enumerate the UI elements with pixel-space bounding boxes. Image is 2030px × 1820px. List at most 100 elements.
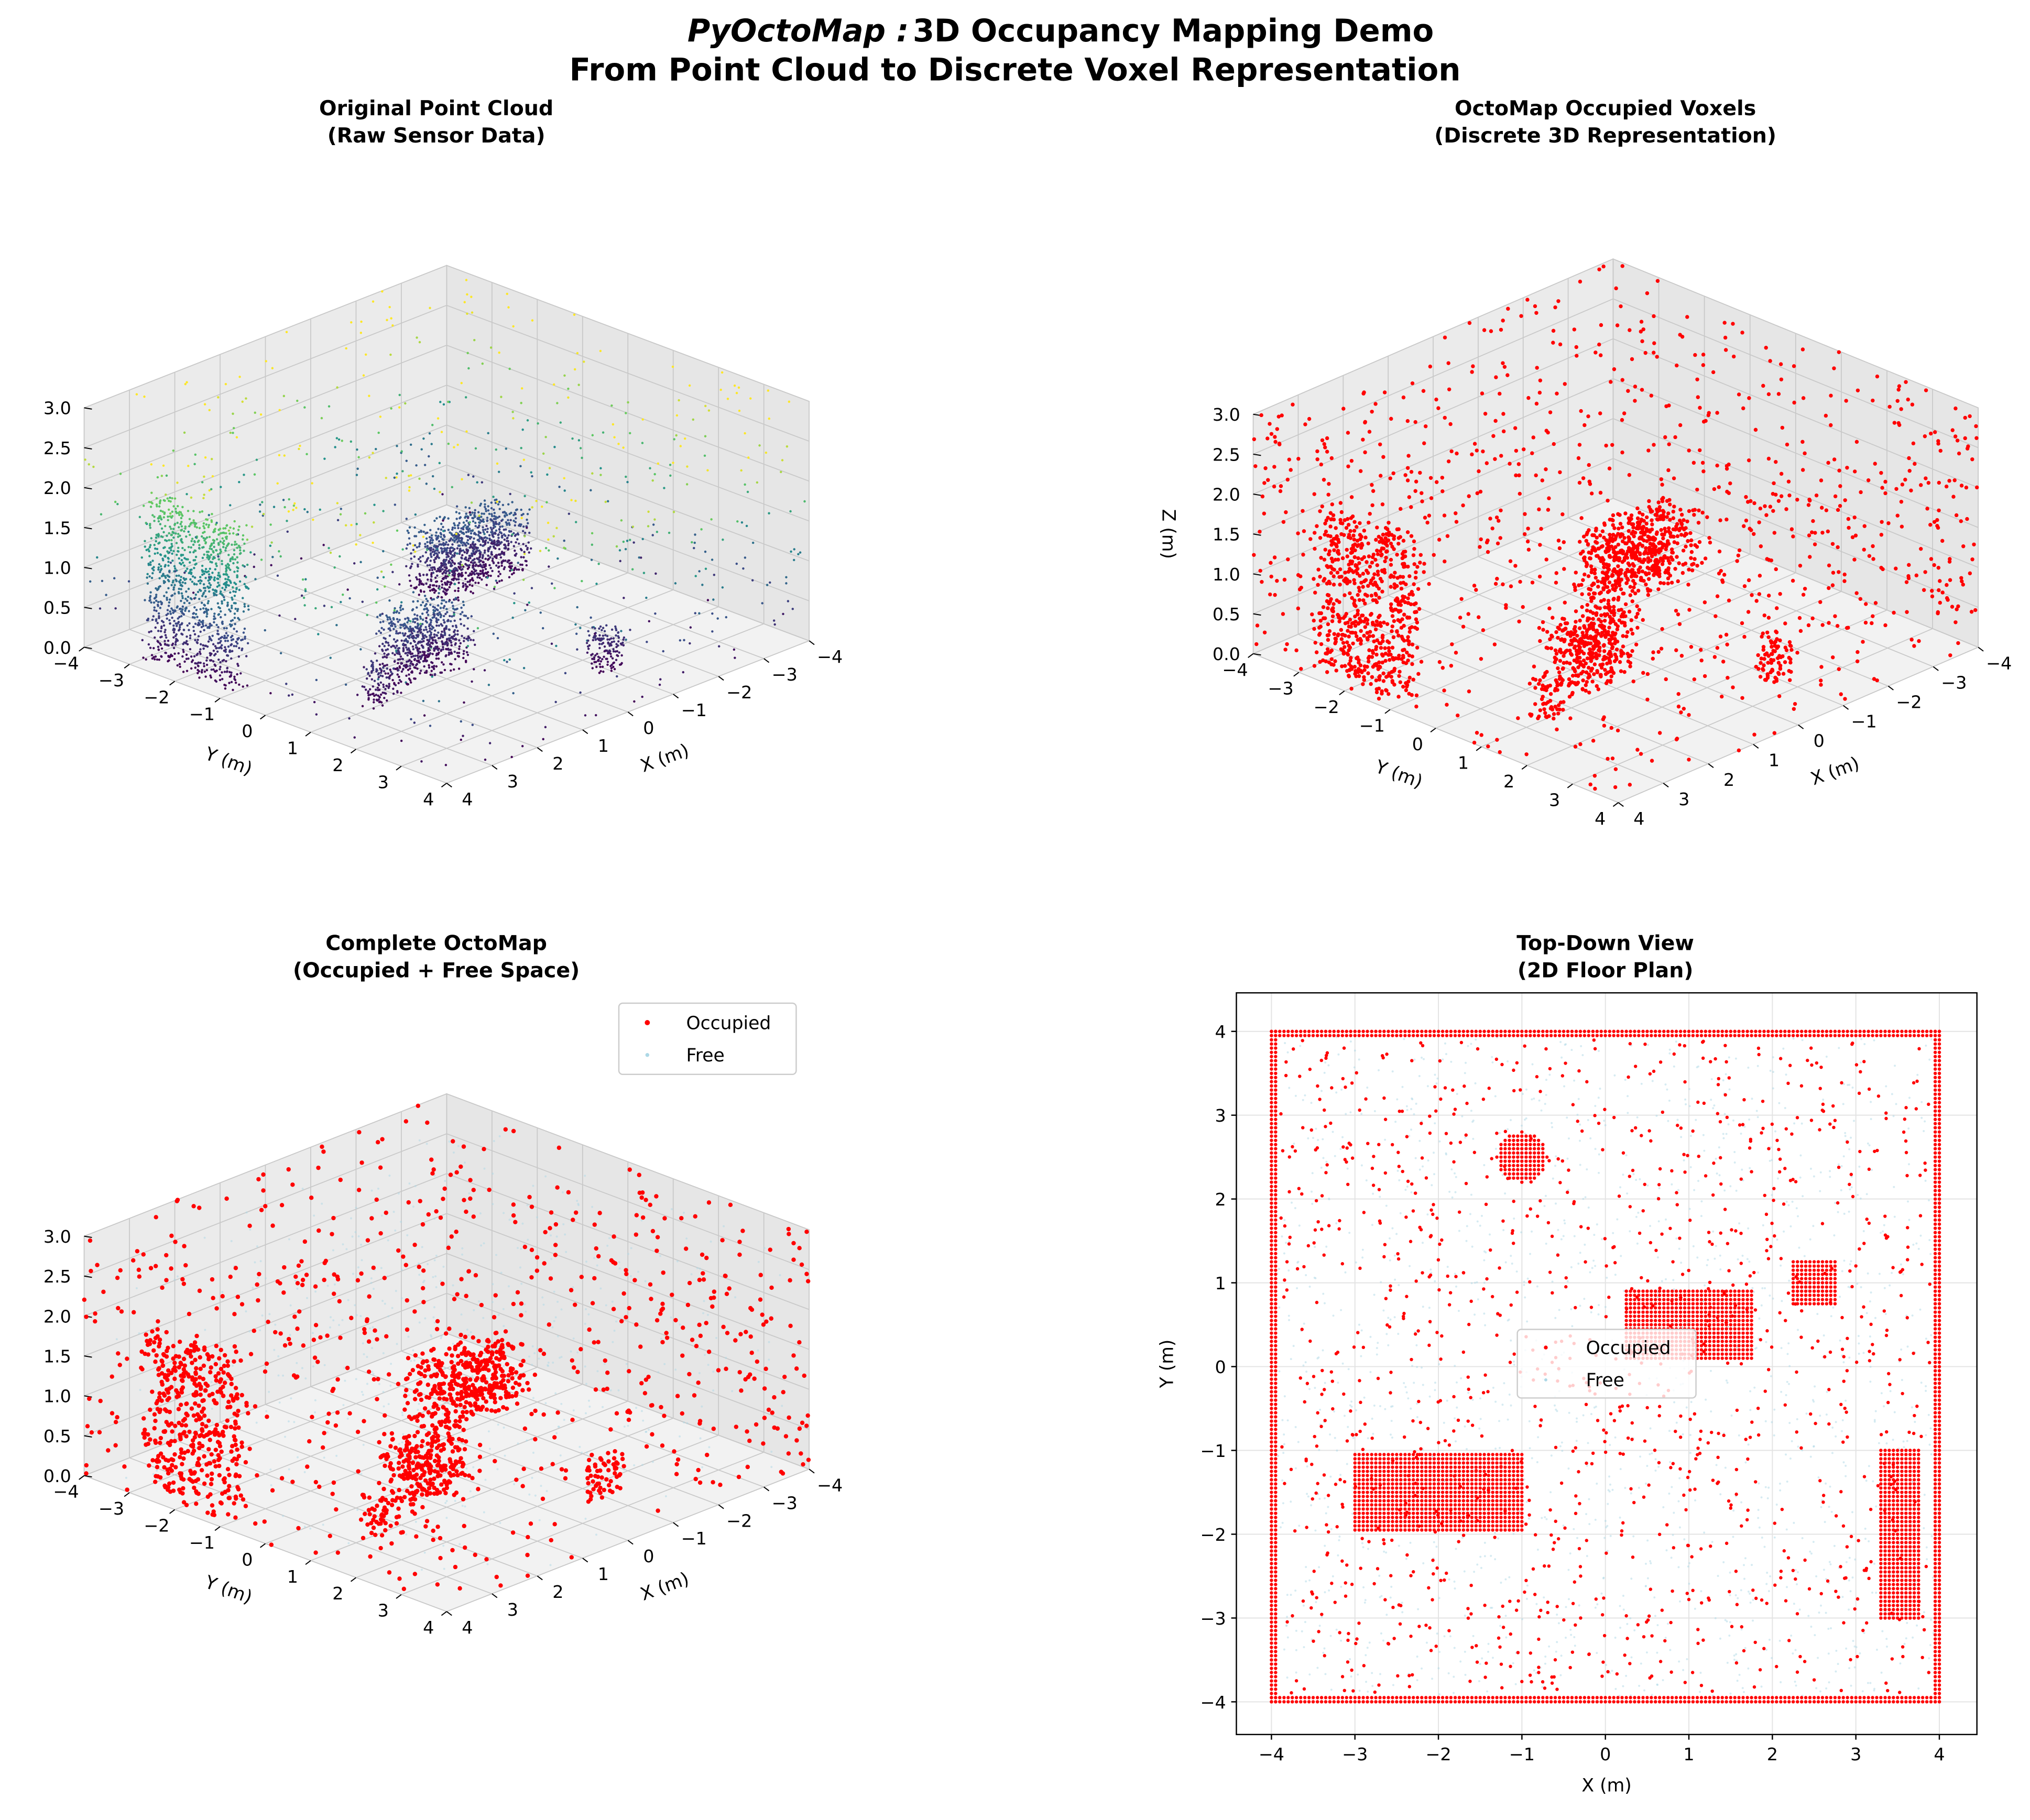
point (422, 535, 425, 538)
point (218, 584, 221, 587)
point (448, 580, 450, 584)
point (283, 454, 286, 457)
point (159, 500, 161, 503)
point (499, 556, 503, 559)
point (465, 430, 468, 433)
point (203, 670, 206, 673)
point (435, 555, 439, 558)
point (219, 641, 221, 644)
point-occupied (1362, 390, 1366, 394)
point-occupied (1766, 616, 1771, 620)
point (429, 725, 432, 727)
point (418, 477, 421, 480)
point (181, 585, 183, 587)
point (598, 627, 601, 630)
point (237, 664, 239, 667)
grid-line (84, 504, 447, 648)
point (404, 618, 407, 620)
point (99, 607, 102, 610)
point-occupied (1285, 642, 1289, 646)
point (418, 531, 420, 534)
point (169, 525, 171, 528)
point (504, 545, 507, 547)
grid-line (446, 464, 810, 601)
point (462, 584, 465, 587)
point (183, 549, 186, 552)
point (603, 645, 606, 648)
point (356, 467, 359, 470)
point-occupied (1923, 434, 1927, 438)
point (442, 571, 445, 574)
point (490, 514, 494, 518)
point (416, 336, 418, 339)
point (487, 549, 489, 552)
point (517, 562, 519, 564)
point (411, 609, 414, 612)
point (500, 396, 503, 398)
point (220, 610, 222, 613)
point (159, 565, 162, 568)
point (181, 506, 184, 509)
point (465, 585, 468, 588)
point (410, 552, 412, 555)
point (457, 667, 461, 670)
point (622, 644, 625, 646)
point (746, 490, 749, 494)
point (471, 570, 473, 573)
point (457, 527, 460, 530)
point (394, 653, 396, 656)
point-occupied (1695, 564, 1699, 568)
point (311, 482, 313, 485)
point (162, 531, 165, 534)
point (384, 664, 387, 667)
point (105, 594, 107, 596)
tick-mark (84, 646, 92, 649)
point (476, 481, 478, 484)
point-occupied (1558, 342, 1563, 347)
point-occupied (1287, 457, 1291, 462)
point (470, 554, 472, 557)
point (193, 463, 196, 466)
point-occupied (1956, 641, 1960, 645)
point (232, 412, 234, 415)
point-occupied (1488, 517, 1492, 521)
point (155, 587, 157, 590)
point (180, 588, 182, 590)
point-occupied (1824, 413, 1828, 418)
grid-line (446, 385, 810, 522)
point (389, 618, 392, 621)
point (387, 653, 389, 656)
point (156, 476, 159, 479)
point (381, 650, 384, 652)
point (717, 645, 721, 648)
point-occupied (1664, 677, 1668, 682)
point (675, 434, 678, 437)
point (205, 663, 209, 666)
point (556, 557, 559, 560)
point-occupied (1768, 359, 1772, 363)
point (398, 646, 401, 650)
point (171, 545, 173, 547)
main-title-line2: From Point Cloud to Discrete Voxel Repre… (570, 51, 1461, 87)
point (399, 606, 402, 609)
point (458, 522, 461, 524)
point (530, 587, 533, 589)
point (181, 581, 184, 584)
point (481, 362, 484, 365)
point-occupied (1635, 506, 1640, 511)
point (233, 571, 236, 573)
point (389, 353, 392, 356)
point-occupied (1741, 406, 1745, 411)
point (654, 612, 657, 615)
point (733, 648, 736, 651)
point (456, 633, 459, 636)
point (419, 655, 422, 658)
point (548, 467, 551, 469)
point (624, 547, 627, 551)
point-occupied (1506, 306, 1510, 311)
point (413, 640, 416, 643)
point (620, 662, 623, 665)
point (167, 587, 170, 590)
point-occupied (1579, 583, 1584, 587)
point (432, 598, 435, 601)
